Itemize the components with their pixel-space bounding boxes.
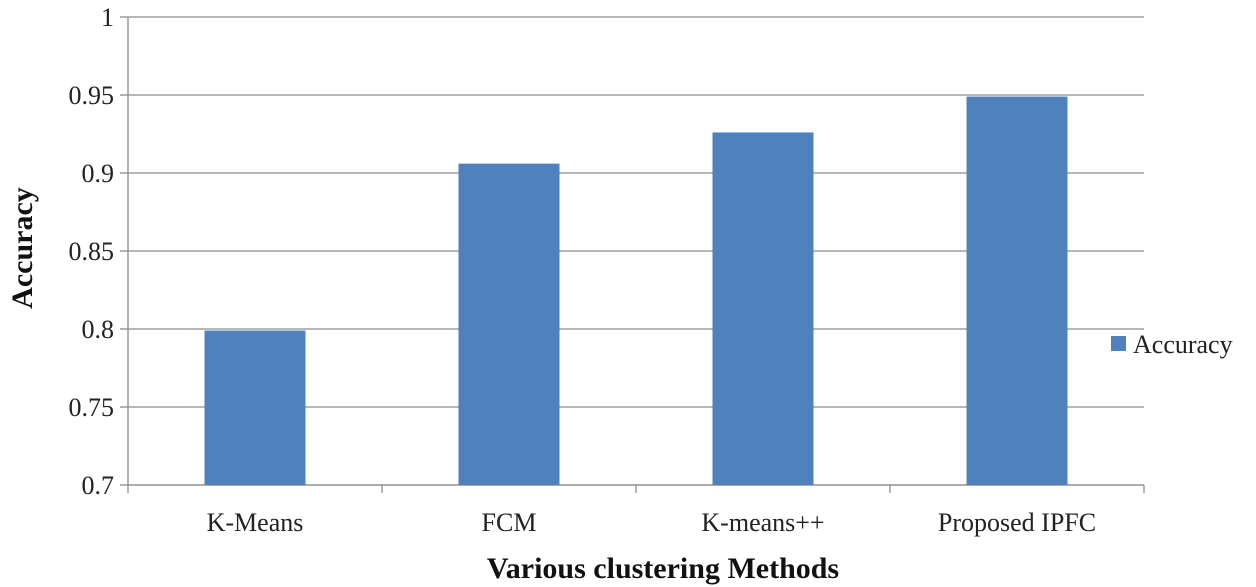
y-tick-label: 0.7 xyxy=(82,471,115,500)
category-labels: K-Means FCM K-means++ Proposed IPFC xyxy=(207,508,1096,537)
y-tick-label: 0.9 xyxy=(82,159,115,188)
bar-series xyxy=(204,96,1068,485)
x-tick-label: K-Means xyxy=(207,508,304,537)
legend-label: Accuracy xyxy=(1133,330,1233,359)
x-axis-title: Various clustering Methods xyxy=(487,552,839,585)
y-axis: 0.7 0.75 0.8 0.85 0.9 0.95 1 xyxy=(69,3,129,500)
legend: Accuracy xyxy=(1111,330,1233,359)
bar xyxy=(458,163,560,485)
y-tick-label: 0.8 xyxy=(82,315,115,344)
legend-swatch xyxy=(1111,336,1126,351)
bar xyxy=(204,330,306,485)
x-tick-label: K-means++ xyxy=(701,508,824,537)
x-tick-label: FCM xyxy=(482,508,537,537)
bar xyxy=(966,96,1068,485)
x-tick-label: Proposed IPFC xyxy=(938,508,1096,537)
bar xyxy=(712,132,814,485)
y-tick-label: 0.75 xyxy=(69,393,115,422)
y-tick-label: 1 xyxy=(101,3,114,32)
y-tick-label: 0.85 xyxy=(69,237,115,266)
y-axis-title: Accuracy xyxy=(6,187,39,309)
x-axis xyxy=(127,484,1145,493)
y-tick-label: 0.95 xyxy=(69,81,115,110)
